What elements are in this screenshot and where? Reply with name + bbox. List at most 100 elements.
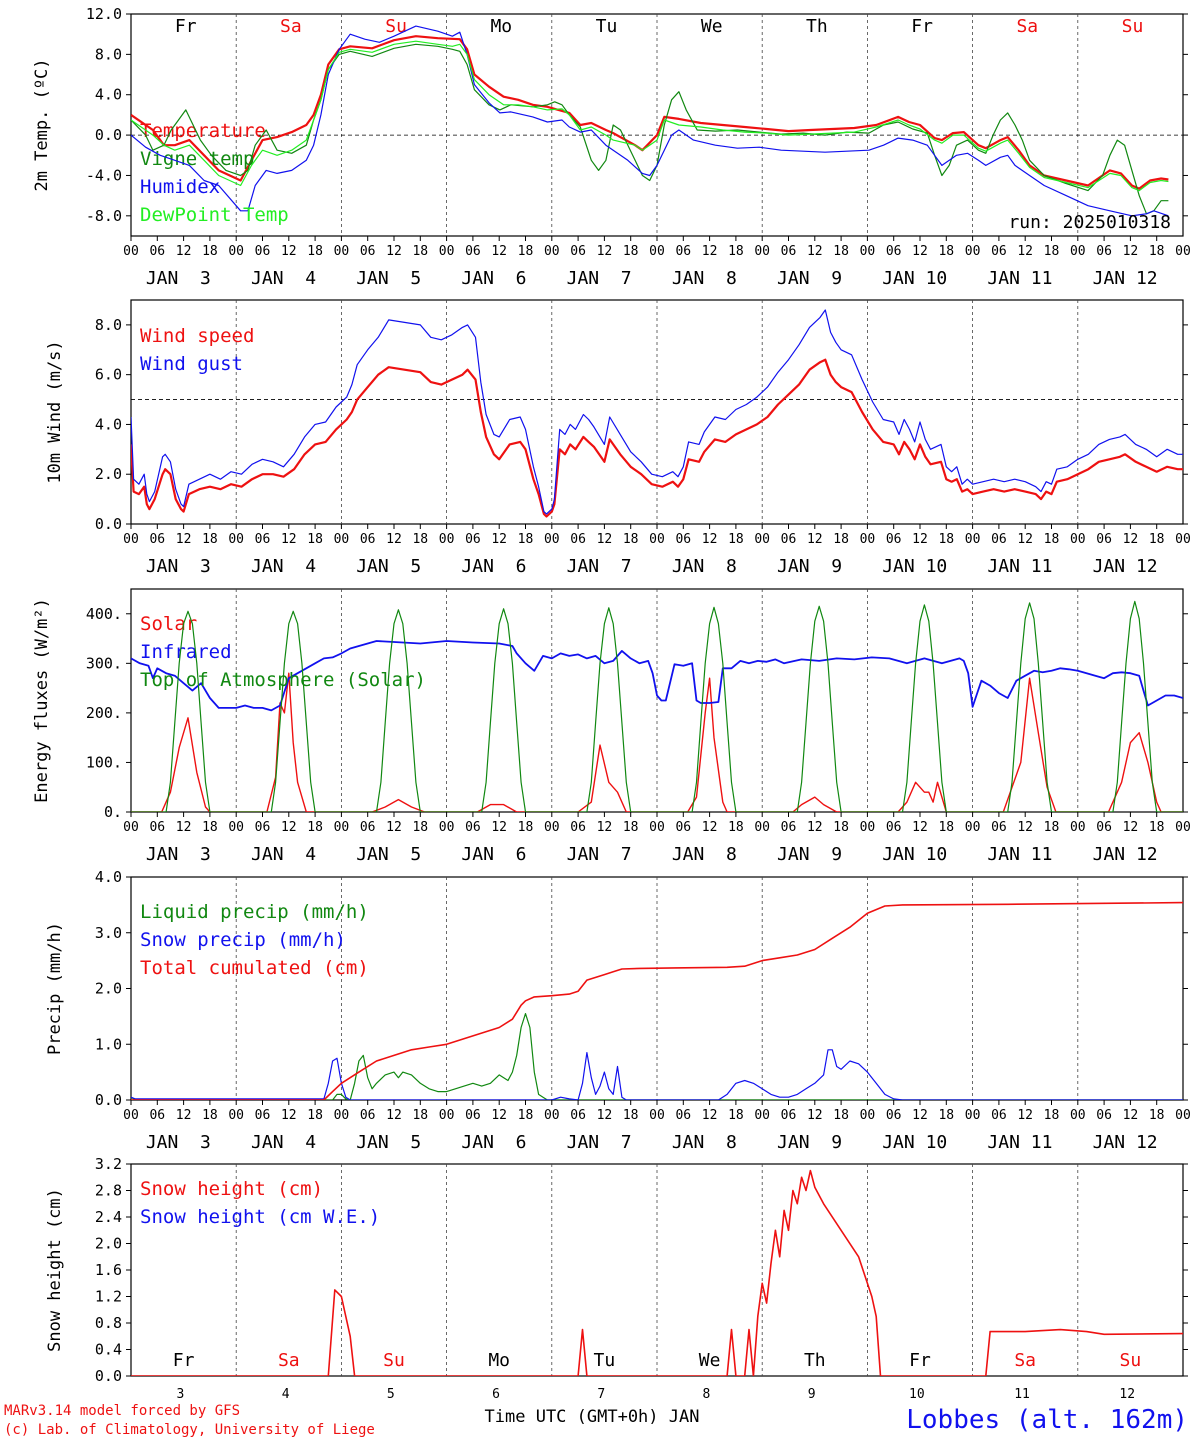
hour-label: 18 xyxy=(412,244,428,259)
date-label: JAN 5 xyxy=(356,556,421,577)
series-line xyxy=(131,1169,1183,1376)
weekday-label: Th xyxy=(806,16,828,37)
hour-label: 06 xyxy=(886,532,902,547)
hour-label: 18 xyxy=(518,532,534,547)
hour-label: 00 xyxy=(965,532,981,547)
hour-label: 00 xyxy=(544,244,560,259)
hour-label: 12 xyxy=(491,1108,507,1123)
hour-label: 06 xyxy=(570,1108,586,1123)
credit-line-2: (c) Lab. of Climatology, University of L… xyxy=(4,1422,375,1438)
day-number-label: 7 xyxy=(597,1387,605,1402)
hour-label: 18 xyxy=(1044,820,1060,835)
weekday-label: Tu xyxy=(594,1350,616,1371)
hour-label: 18 xyxy=(518,1108,534,1123)
credit-line-1: MARv3.14 model forced by GFS xyxy=(4,1403,240,1419)
hour-label: 18 xyxy=(623,1108,639,1123)
hour-label: 12 xyxy=(1123,244,1139,259)
y-tick-label: 0.0 xyxy=(95,1367,122,1385)
date-label: JAN 12 xyxy=(1093,1132,1158,1153)
hour-label: 06 xyxy=(360,1108,376,1123)
hour-label: 00 xyxy=(1070,1108,1086,1123)
series-line xyxy=(131,640,1183,712)
hour-label: 00 xyxy=(123,820,139,835)
hour-label: 12 xyxy=(176,532,192,547)
hour-label: 06 xyxy=(255,1108,271,1123)
hour-label: 00 xyxy=(1175,1108,1191,1123)
date-label: JAN 7 xyxy=(567,1132,632,1153)
panel-frame xyxy=(130,299,1184,525)
hour-label: 12 xyxy=(281,532,297,547)
hour-label: 18 xyxy=(518,244,534,259)
date-label: JAN 11 xyxy=(987,844,1052,865)
date-label: JAN 3 xyxy=(146,556,211,577)
date-label: JAN 12 xyxy=(1093,556,1158,577)
y-tick-label: 0.4 xyxy=(95,1341,122,1359)
series-line xyxy=(131,1013,1183,1100)
hour-label: 00 xyxy=(439,820,455,835)
hour-label: 00 xyxy=(649,1108,665,1123)
weekday-label: Fr xyxy=(175,16,197,37)
weekday-label: Th xyxy=(804,1350,826,1371)
hour-label: 12 xyxy=(491,820,507,835)
date-label: JAN 9 xyxy=(777,268,842,289)
hour-label: 12 xyxy=(912,1108,928,1123)
y-tick-label: 0.8 xyxy=(95,1314,122,1332)
hour-label: 00 xyxy=(334,1108,350,1123)
y-axis-label: Energy fluxes (W/m²) xyxy=(32,598,52,803)
date-label: JAN 11 xyxy=(987,556,1052,577)
hour-label: 18 xyxy=(938,820,954,835)
y-tick-label: 3.2 xyxy=(95,1155,122,1173)
day-number-label: 9 xyxy=(808,1387,816,1402)
hour-label: 06 xyxy=(360,820,376,835)
hour-label: 00 xyxy=(1070,820,1086,835)
date-label: JAN 11 xyxy=(987,268,1052,289)
hour-label: 06 xyxy=(991,820,1007,835)
hour-label: 12 xyxy=(597,820,613,835)
hour-label: 06 xyxy=(675,244,691,259)
hour-label: 12 xyxy=(597,1108,613,1123)
hour-label: 12 xyxy=(1017,244,1033,259)
y-axis-label: 2m Temp. (ºC) xyxy=(32,58,52,191)
hour-label: 18 xyxy=(938,1108,954,1123)
date-label: JAN 10 xyxy=(882,268,947,289)
day-number-label: 8 xyxy=(703,1387,711,1402)
date-label: JAN 4 xyxy=(251,1132,316,1153)
hour-label: 06 xyxy=(781,820,797,835)
hour-label: 12 xyxy=(1017,820,1033,835)
series-line xyxy=(131,43,1169,215)
date-label: JAN 8 xyxy=(672,268,737,289)
hour-label: 00 xyxy=(1070,532,1086,547)
hour-label: 12 xyxy=(176,244,192,259)
hour-label: 12 xyxy=(702,244,718,259)
legend-entry: DewPoint Temp xyxy=(140,204,289,226)
hour-label: 00 xyxy=(965,244,981,259)
series-line xyxy=(131,358,1183,518)
hour-label: 18 xyxy=(833,1108,849,1123)
date-label: JAN 12 xyxy=(1093,844,1158,865)
day-number-label: 5 xyxy=(387,1387,395,1402)
y-tick-label: 1.6 xyxy=(95,1261,122,1279)
hour-label: 12 xyxy=(176,820,192,835)
date-label: JAN 8 xyxy=(672,556,737,577)
hour-label: 00 xyxy=(754,1108,770,1123)
hour-label: 00 xyxy=(123,532,139,547)
hour-label: 06 xyxy=(149,1108,165,1123)
hour-label: 00 xyxy=(544,1108,560,1123)
hour-label: 00 xyxy=(1070,244,1086,259)
hour-label: 18 xyxy=(623,820,639,835)
date-label: JAN 7 xyxy=(567,844,632,865)
hour-label: 18 xyxy=(623,532,639,547)
panel-2: 8.0 6.0 4.0 2.0 0.0 10m Wind (m/s) 00 06 12 18 00 0… xyxy=(45,299,1191,577)
y-tick-label: 4.0 xyxy=(95,868,122,886)
weekday-label: Mo xyxy=(488,1350,510,1371)
legend-entry: Snow height (cm W.E.) xyxy=(140,1206,380,1228)
hour-label: 18 xyxy=(728,820,744,835)
y-tick-label: 2.0 xyxy=(95,465,122,483)
hour-label: 12 xyxy=(597,244,613,259)
series-line xyxy=(131,309,1183,515)
hour-label: 12 xyxy=(912,820,928,835)
legend-entry: Humidex xyxy=(140,176,220,198)
hour-label: 00 xyxy=(228,532,244,547)
hour-label: 00 xyxy=(439,532,455,547)
y-tick-label: 2.4 xyxy=(95,1208,122,1226)
